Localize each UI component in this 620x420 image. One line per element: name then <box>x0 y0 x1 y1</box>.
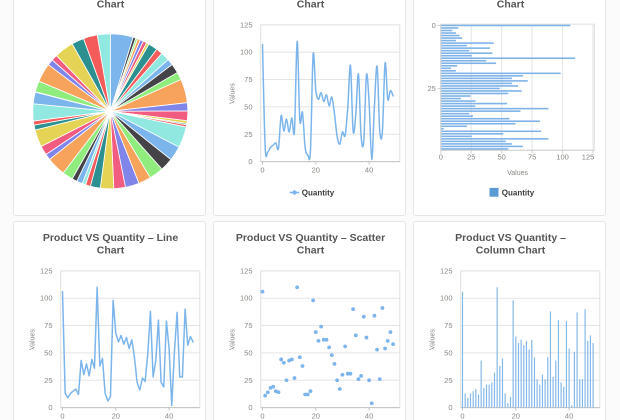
svg-text:100: 100 <box>440 294 453 303</box>
svg-text:0: 0 <box>448 403 452 412</box>
svg-text:75: 75 <box>528 152 536 161</box>
svg-text:20: 20 <box>512 412 520 420</box>
svg-text:50: 50 <box>444 348 452 357</box>
svg-text:100: 100 <box>240 294 253 303</box>
svg-text:100: 100 <box>556 152 569 161</box>
svg-text:50: 50 <box>244 348 252 357</box>
svg-text:Product VS Quantity – Scatter: Product VS Quantity – Scatter <box>236 232 385 244</box>
svg-text:Values: Values <box>229 83 236 104</box>
svg-text:75: 75 <box>244 75 252 84</box>
svg-text:40: 40 <box>565 412 573 420</box>
svg-text:0: 0 <box>248 403 252 412</box>
svg-text:0: 0 <box>248 157 252 166</box>
svg-text:40: 40 <box>365 412 373 420</box>
svg-text:Quantity: Quantity <box>502 188 535 197</box>
svg-text:25: 25 <box>244 130 252 139</box>
svg-text:100: 100 <box>240 48 253 57</box>
svg-text:Chart: Chart <box>97 0 125 10</box>
svg-text:20: 20 <box>312 412 320 420</box>
svg-text:125: 125 <box>240 20 253 29</box>
svg-text:Chart: Chart <box>297 244 325 256</box>
svg-text:Column Chart: Column Chart <box>476 244 546 256</box>
svg-text:0: 0 <box>460 412 464 420</box>
svg-text:40: 40 <box>165 412 173 420</box>
svg-text:Product VS Quantity – Line: Product VS Quantity – Line <box>43 232 179 244</box>
svg-text:100: 100 <box>40 294 53 303</box>
svg-text:0: 0 <box>260 412 264 420</box>
svg-text:Values: Values <box>229 329 236 350</box>
svg-text:0: 0 <box>60 412 64 420</box>
svg-text:0: 0 <box>432 21 436 30</box>
svg-text:25: 25 <box>244 376 252 385</box>
svg-text:75: 75 <box>244 321 252 330</box>
svg-text:125: 125 <box>440 266 453 275</box>
svg-text:25: 25 <box>444 376 452 385</box>
svg-text:125: 125 <box>582 152 595 161</box>
svg-text:125: 125 <box>240 266 253 275</box>
svg-text:Quantity: Quantity <box>302 188 335 197</box>
svg-text:50: 50 <box>244 102 252 111</box>
svg-text:50: 50 <box>498 152 506 161</box>
svg-text:Chart: Chart <box>497 0 525 10</box>
svg-text:25: 25 <box>44 376 52 385</box>
svg-text:0: 0 <box>439 152 443 161</box>
svg-text:75: 75 <box>44 321 52 330</box>
svg-text:50: 50 <box>44 348 52 357</box>
svg-text:Chart: Chart <box>97 244 125 256</box>
svg-text:75: 75 <box>444 321 452 330</box>
svg-text:Values: Values <box>429 329 436 350</box>
svg-text:25: 25 <box>467 152 475 161</box>
svg-text:Values: Values <box>29 329 36 350</box>
svg-text:Chart: Chart <box>297 0 325 10</box>
svg-text:20: 20 <box>112 412 120 420</box>
svg-text:40: 40 <box>365 166 373 175</box>
svg-text:0: 0 <box>260 166 264 175</box>
svg-text:125: 125 <box>40 266 53 275</box>
svg-text:Product VS Quantity –: Product VS Quantity – <box>455 232 566 244</box>
svg-text:20: 20 <box>312 166 320 175</box>
svg-text:Values: Values <box>507 170 528 177</box>
svg-text:0: 0 <box>48 403 52 412</box>
svg-text:25: 25 <box>427 84 435 93</box>
